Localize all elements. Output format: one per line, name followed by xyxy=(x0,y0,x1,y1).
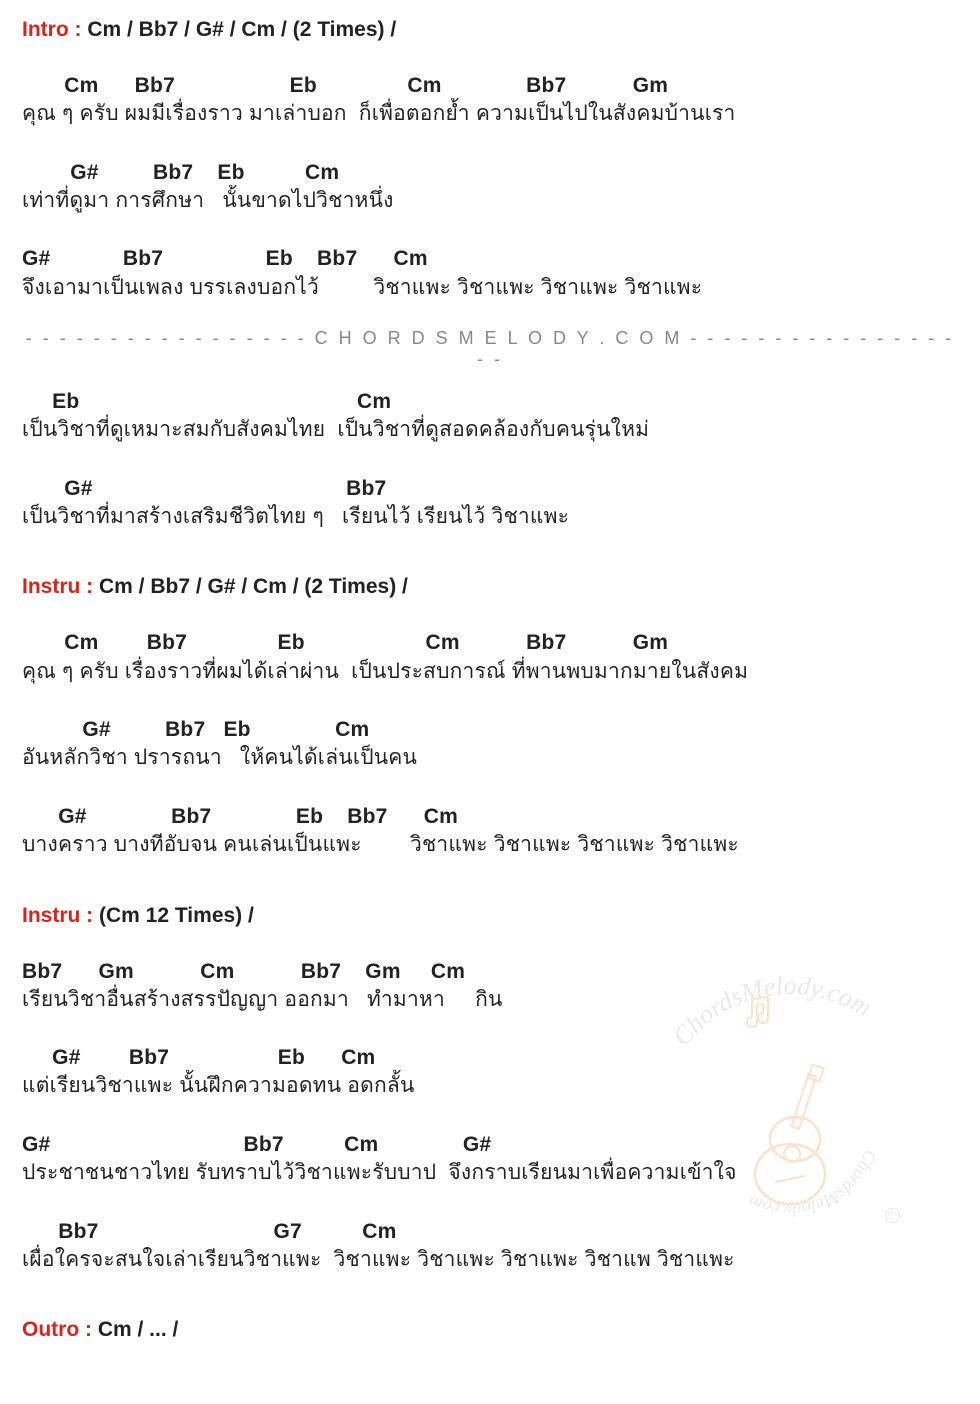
instru2-label: Instru : xyxy=(22,904,99,927)
chord-line: Cm Bb7 Eb Cm Bb7 Gm xyxy=(22,629,958,656)
lyric-line: เผื่อใครจะสนใจเล่าเรียนวิชาแพะ วิชาแพะ ว… xyxy=(22,1245,958,1274)
chord-line: Cm Bb7 Eb Cm Bb7 Gm xyxy=(22,72,958,99)
verse2-line3: G# Bb7 Eb Bb7 Cm บางคราว บางทีอับจน คนเล… xyxy=(22,803,958,860)
verse3-line1: Bb7 Gm Cm Bb7 Gm Cm เรียนวิชาอื่นสร้างสร… xyxy=(22,958,958,1015)
verse3-line2: G# Bb7 Eb Cm แต่เรียนวิชาแพะ นั้นฝึกความ… xyxy=(22,1044,958,1101)
chord-line: G# Bb7 Eb Bb7 Cm xyxy=(22,245,958,272)
chord-line: G# Bb7 Cm G# xyxy=(22,1131,958,1158)
verse1-line3: G# Bb7 Eb Bb7 Cm จึงเอามาเป็นเพลง บรรเลง… xyxy=(22,245,958,302)
verse3-line3: G# Bb7 Cm G# ประชาชนชาวไทย รับทราบไว้วิช… xyxy=(22,1131,958,1188)
intro-row: Intro : Cm / Bb7 / G# / Cm / (2 Times) / xyxy=(22,18,958,42)
chord-line: G# Bb7 Eb Bb7 Cm xyxy=(22,803,958,830)
instru2-sequence: (Cm 12 Times) / xyxy=(99,904,254,927)
outro-row: Outro : Cm / ... / xyxy=(22,1318,958,1342)
lyric-line: เท่าที่ดูมา การศึกษา นั้นขาดไปวิชาหนึ่ง xyxy=(22,186,958,215)
verse3-line4: Bb7 G7 Cm เผื่อใครจะสนใจเล่าเรียนวิชาแพะ… xyxy=(22,1218,958,1275)
verse2-line1: Cm Bb7 Eb Cm Bb7 Gm คุณ ๆ ครับ เรื่องราว… xyxy=(22,629,958,686)
instru2-row: Instru : (Cm 12 Times) / xyxy=(22,904,958,928)
chord-line: Bb7 G7 Cm xyxy=(22,1218,958,1245)
verse2-line2: G# Bb7 Eb Cm อันหลักวิชา ปรารถนา ให้คนได… xyxy=(22,716,958,773)
intro-sequence: Cm / Bb7 / G# / Cm / (2 Times) / xyxy=(87,18,396,41)
chord-line: G# Bb7 xyxy=(22,475,958,502)
lyric-line: เรียนวิชาอื่นสร้างสรรปัญญา ออกมา ทำมาหา … xyxy=(22,985,958,1014)
lyric-line: จึงเอามาเป็นเพลง บรรเลงบอกไว้ วิชาแพะ วิ… xyxy=(22,273,958,302)
intro-label: Intro : xyxy=(22,18,87,41)
outro-label: Outro : xyxy=(22,1318,98,1341)
verse1-line1: Cm Bb7 Eb Cm Bb7 Gm คุณ ๆ ครับ ผมมีเรื่อ… xyxy=(22,72,958,129)
chord-line: G# Bb7 Eb Cm xyxy=(22,1044,958,1071)
lyric-line: คุณ ๆ ครับ ผมมีเรื่องราว มาเล่าบอก ก็เพื… xyxy=(22,99,958,128)
instru1-sequence: Cm / Bb7 / G# / Cm / (2 Times) / xyxy=(99,575,408,598)
lyric-line: บางคราว บางทีอับจน คนเล่นเป็นแพะ วิชาแพะ… xyxy=(22,830,958,859)
instru1-label: Instru : xyxy=(22,575,99,598)
lyric-line: แต่เรียนวิชาแพะ นั้นฝึกความอดทน อดกลั้น xyxy=(22,1071,958,1100)
site-divider: - - - - - - - - - - - - - - - - - C H O … xyxy=(22,328,958,370)
lyric-line: อันหลักวิชา ปรารถนา ให้คนได้เล่นเป็นคน xyxy=(22,743,958,772)
lyric-line: ประชาชนชาวไทย รับทราบไว้วิชาแพะรับบาป จึ… xyxy=(22,1158,958,1187)
instru1-row: Instru : Cm / Bb7 / G# / Cm / (2 Times) … xyxy=(22,575,958,599)
outro-sequence: Cm / ... / xyxy=(98,1318,179,1341)
lyric-line: คุณ ๆ ครับ เรื่องราวที่ผมได้เล่าผ่าน เป็… xyxy=(22,657,958,686)
bridge-line1: Eb Cm เป็นวิชาที่ดูเหมาะสมกับสังคมไทย เป… xyxy=(22,388,958,445)
bridge-line2: G# Bb7 เป็นวิชาที่มาสร้างเสริมชีวิตไทย ๆ… xyxy=(22,475,958,532)
chord-line: G# Bb7 Eb Cm xyxy=(22,716,958,743)
verse1-line2: G# Bb7 Eb Cm เท่าที่ดูมา การศึกษา นั้นขา… xyxy=(22,159,958,216)
chord-line: Eb Cm xyxy=(22,388,958,415)
lyric-line: เป็นวิชาที่มาสร้างเสริมชีวิตไทย ๆ เรียนไ… xyxy=(22,502,958,531)
chord-line: G# Bb7 Eb Cm xyxy=(22,159,958,186)
lyric-line: เป็นวิชาที่ดูเหมาะสมกับสังคมไทย เป็นวิชา… xyxy=(22,415,958,444)
chord-line: Bb7 Gm Cm Bb7 Gm Cm xyxy=(22,958,958,985)
